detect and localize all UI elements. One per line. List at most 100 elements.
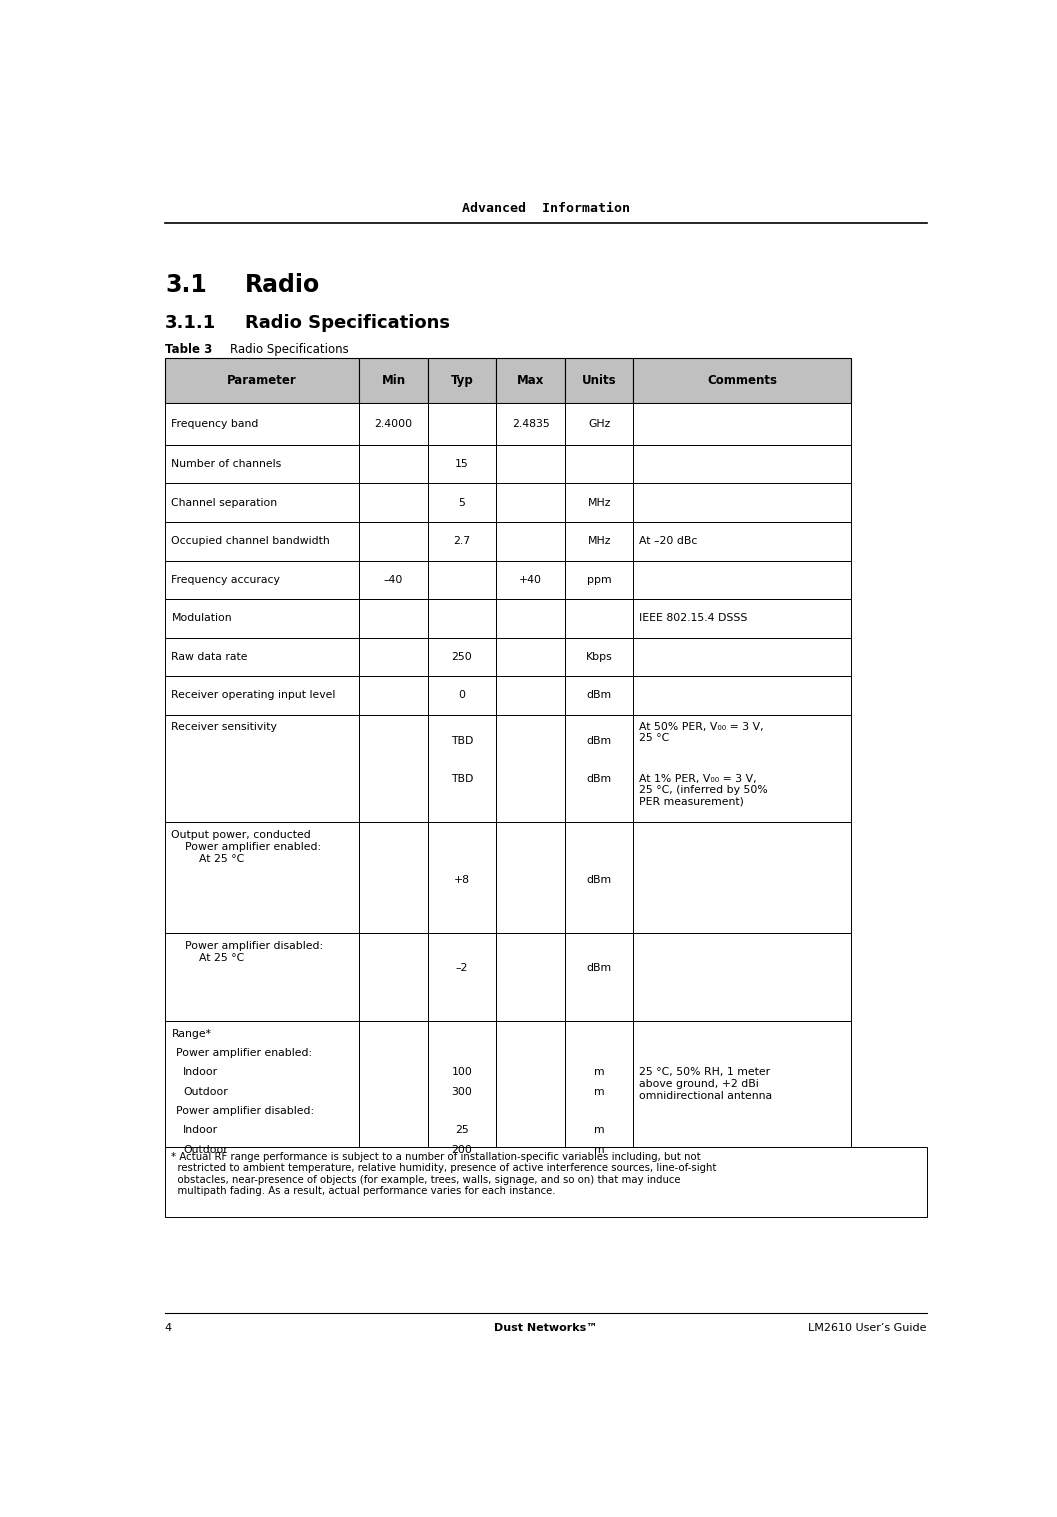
Bar	[497, 715, 564, 822]
Text: dBm: dBm	[587, 736, 612, 746]
Bar	[359, 599, 428, 637]
Text: Table 3: Table 3	[165, 343, 212, 356]
Bar	[165, 715, 359, 822]
Text: 2.4835: 2.4835	[512, 419, 550, 429]
Bar	[633, 522, 851, 560]
Bar	[633, 933, 851, 1021]
Bar	[165, 599, 359, 637]
Text: 300: 300	[451, 1086, 472, 1097]
Bar	[564, 599, 633, 637]
Bar	[497, 677, 564, 715]
Bar	[359, 677, 428, 715]
Text: dBm: dBm	[587, 690, 612, 701]
Bar	[497, 822, 564, 933]
Bar	[564, 822, 633, 933]
Text: +8: +8	[455, 875, 470, 884]
Text: m: m	[594, 1086, 605, 1097]
Text: dBm: dBm	[587, 774, 612, 784]
Text: m: m	[594, 1068, 605, 1077]
Text: 25: 25	[456, 1126, 469, 1135]
Text: 4: 4	[165, 1323, 172, 1333]
Bar	[633, 637, 851, 677]
Text: Radio Specifications: Radio Specifications	[230, 343, 349, 356]
Text: At –20 dBc: At –20 dBc	[639, 536, 698, 546]
Bar	[165, 358, 359, 404]
Text: TBD: TBD	[451, 774, 474, 784]
Text: dBm: dBm	[587, 875, 612, 884]
Text: Receiver sensitivity: Receiver sensitivity	[171, 722, 277, 731]
Bar	[165, 560, 359, 599]
Bar	[359, 560, 428, 599]
Text: IEEE 802.15.4 DSSS: IEEE 802.15.4 DSSS	[639, 613, 747, 623]
Text: Advanced  Information: Advanced Information	[462, 202, 630, 215]
Bar	[633, 444, 851, 484]
Bar	[428, 637, 497, 677]
Bar	[428, 933, 497, 1021]
Bar	[633, 404, 851, 444]
Text: At 50% PER, V₀₀ = 3 V,
25 °C: At 50% PER, V₀₀ = 3 V, 25 °C	[639, 722, 764, 743]
Bar	[497, 933, 564, 1021]
Bar	[633, 822, 851, 933]
Text: 3.1: 3.1	[165, 273, 206, 297]
Text: Frequency band: Frequency band	[171, 419, 259, 429]
Bar	[564, 404, 633, 444]
Text: Frequency accuracy: Frequency accuracy	[171, 575, 280, 584]
Text: 2.7: 2.7	[453, 536, 470, 546]
Bar	[564, 933, 633, 1021]
Bar	[165, 484, 359, 522]
Bar	[165, 1021, 359, 1147]
Bar	[633, 560, 851, 599]
Bar	[428, 715, 497, 822]
Bar	[428, 1021, 497, 1147]
Bar	[564, 560, 633, 599]
Text: At 1% PER, V₀₀ = 3 V,
25 °C, (inferred by 50%
PER measurement): At 1% PER, V₀₀ = 3 V, 25 °C, (inferred b…	[639, 774, 767, 807]
Text: Range*: Range*	[171, 1029, 211, 1039]
Text: 3.1.1: 3.1.1	[165, 314, 216, 332]
Bar	[497, 444, 564, 484]
Text: * Actual RF range performance is subject to a number of installation-specific va: * Actual RF range performance is subject…	[171, 1151, 717, 1197]
Bar	[165, 1147, 927, 1217]
Bar	[633, 715, 851, 822]
Bar	[359, 484, 428, 522]
Text: Raw data rate: Raw data rate	[171, 652, 248, 661]
Bar	[564, 358, 633, 404]
Text: Kbps: Kbps	[586, 652, 612, 661]
Text: Modulation: Modulation	[171, 613, 233, 623]
Bar	[165, 444, 359, 484]
Text: Channel separation: Channel separation	[171, 498, 278, 508]
Text: dBm: dBm	[587, 963, 612, 974]
Text: ppm: ppm	[587, 575, 611, 584]
Bar	[564, 1021, 633, 1147]
Bar	[633, 484, 851, 522]
Bar	[359, 637, 428, 677]
Bar	[497, 522, 564, 560]
Bar	[359, 715, 428, 822]
Bar	[564, 522, 633, 560]
Bar	[428, 484, 497, 522]
Text: Power amplifier enabled:: Power amplifier enabled:	[177, 1048, 313, 1059]
Bar	[564, 677, 633, 715]
Bar	[165, 933, 359, 1021]
Text: MHz: MHz	[588, 498, 611, 508]
Text: Parameter: Parameter	[227, 375, 297, 387]
Text: Power amplifier disabled:: Power amplifier disabled:	[177, 1106, 315, 1117]
Text: Power amplifier disabled:
        At 25 °C: Power amplifier disabled: At 25 °C	[171, 942, 323, 963]
Bar	[428, 444, 497, 484]
Bar	[165, 637, 359, 677]
Bar	[633, 1021, 851, 1147]
Bar	[497, 560, 564, 599]
Bar	[428, 560, 497, 599]
Bar	[359, 444, 428, 484]
Text: m: m	[594, 1144, 605, 1154]
Text: Indoor: Indoor	[183, 1068, 218, 1077]
Bar	[359, 822, 428, 933]
Text: Radio: Radio	[245, 273, 320, 297]
Bar	[497, 358, 564, 404]
Bar	[497, 637, 564, 677]
Bar	[633, 677, 851, 715]
Text: Outdoor: Outdoor	[183, 1144, 227, 1154]
Bar	[428, 404, 497, 444]
Bar	[165, 522, 359, 560]
Bar	[165, 822, 359, 933]
Text: 15: 15	[456, 460, 469, 469]
